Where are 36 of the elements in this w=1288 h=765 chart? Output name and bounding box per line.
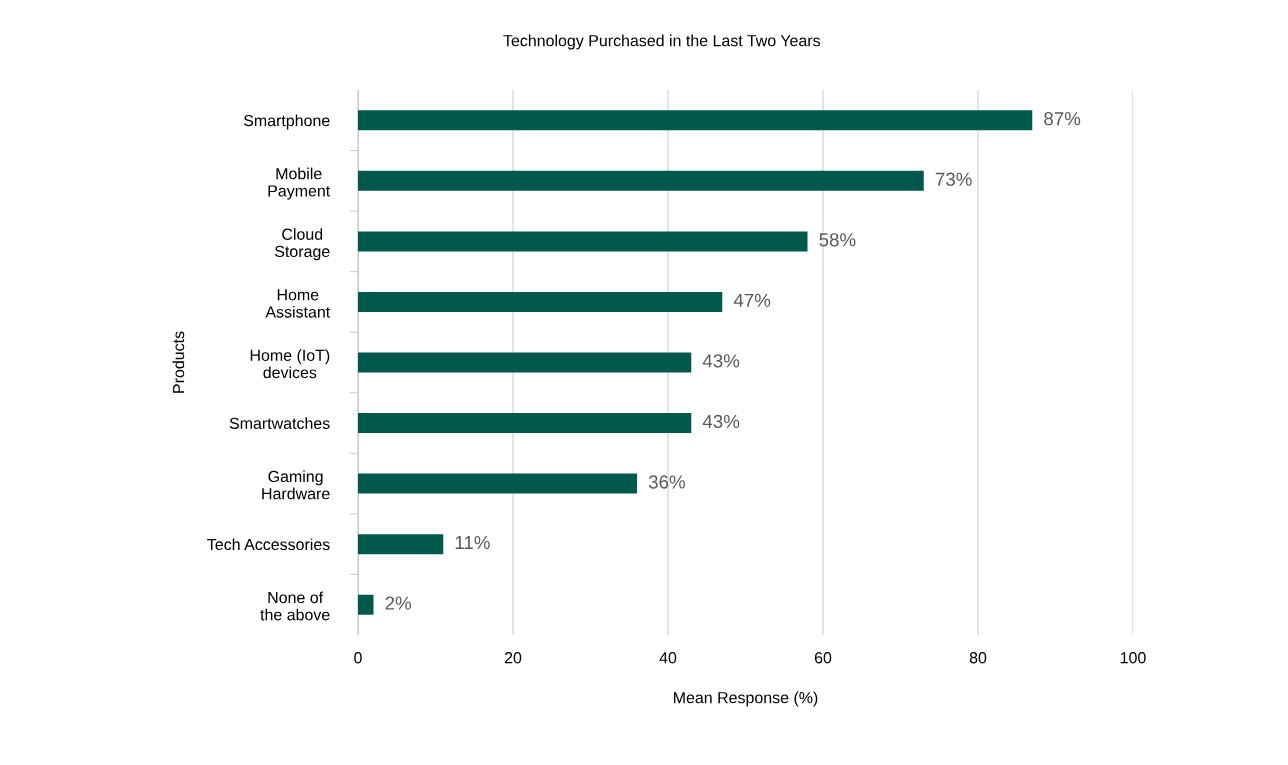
data-label: 47% [733,293,771,307]
bar [358,413,692,434]
data-label: 58% [819,233,856,247]
x-tick-label: 80 [969,652,987,664]
bar [358,534,444,555]
x-tick-label: 0 [354,652,362,664]
y-tick-label: Home (IoT) devices [250,349,330,379]
x-tick-label: 20 [504,652,522,664]
y-tick-label: Cloud Storage [275,228,330,261]
y-tick-label: Smartphone [243,114,330,130]
y-axis-title: Products [172,331,185,393]
data-label: 11% [455,536,490,550]
data-label: 43% [702,414,740,429]
data-label: 73% [935,172,972,186]
bar [358,352,692,373]
bar [358,594,374,615]
x-tick-label: 40 [659,652,677,664]
data-label: 36% [648,475,685,489]
chart-title: Technology Purchased in the Last Two Years [503,34,821,50]
data-label: 87% [1044,112,1081,126]
bar [358,231,808,252]
y-tick-label: Tech Accessories [207,538,330,551]
data-label: 43% [702,354,740,368]
x-axis-title: Mean Response (%) [674,691,818,707]
y-tick-label: None of the above [260,591,330,621]
data-label: 2% [385,596,412,610]
x-tick-label: 100 [1120,652,1146,664]
x-tick-label: 60 [814,652,832,664]
y-tick-label: Home Assistant [265,289,331,318]
y-tick-label: Smartwatches [229,417,330,429]
bar [358,291,723,312]
bar [358,110,1033,131]
bar [358,473,637,494]
bar [358,170,924,191]
y-tick-label: Gaming Hardware [262,470,330,500]
y-tick-label: Mobile Payment [268,167,331,200]
